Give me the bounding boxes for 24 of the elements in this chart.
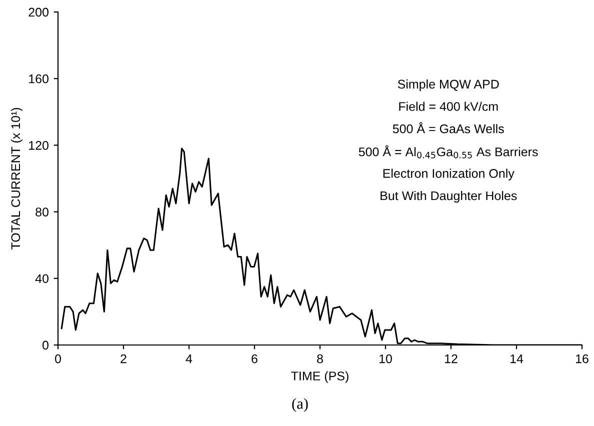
x-tick-label: 6 [252,354,258,364]
x-axis-title: TIME (PS) [291,371,348,383]
annotation: Electron Ionization Only [383,168,514,180]
y-tick-label: 120 [29,141,48,150]
x-tick-label: 4 [186,354,192,364]
y-tick-label: 0 [42,340,48,350]
x-tick-label: 8 [317,354,323,364]
annotation: Simple MQW APD [398,79,499,92]
annotation: But With Daughter Holes [380,190,517,203]
y-tick-label: 40 [35,274,48,284]
x-tick-label: 0 [55,354,61,364]
y-axis-title: TOTAL CURRENT (x 10¹) [10,108,23,250]
x-tick-label: 2 [120,354,126,364]
x-tick-label: 12 [445,354,458,364]
annotation: 500 Å = Al$_{0.45}$Ga$_{0.55}$ As Barriers [358,145,538,158]
annotation: Field = 400 kV/cm [399,102,498,111]
y-tick-label: 80 [36,208,48,216]
y-tick-label: 200 [28,8,48,17]
annotation: 500 Å = GaAs Wells [392,122,504,134]
y-tick-label: 160 [29,74,48,84]
x-tick-label: 10 [380,354,392,364]
x-tick-label: 16 [576,354,588,364]
text: (a) [292,398,308,412]
x-tick-label: 14 [510,354,524,364]
